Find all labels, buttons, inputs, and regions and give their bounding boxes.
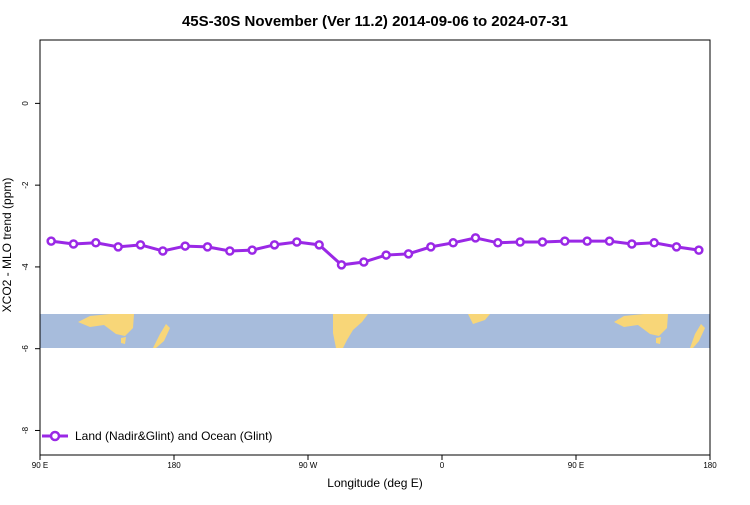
series-line: [50, 236, 700, 267]
data-point: [135, 240, 146, 250]
data-point: [225, 246, 235, 256]
y-tick-label: 0: [21, 101, 30, 106]
data-point: [426, 242, 436, 252]
data-point: [158, 246, 168, 256]
data-point: [627, 239, 637, 249]
data-point: [671, 242, 682, 252]
map-strip: [40, 314, 710, 348]
data-point: [448, 238, 458, 248]
x-tick-label: 180: [703, 461, 717, 470]
data-point: [560, 236, 570, 246]
data-point: [46, 236, 56, 246]
data-point: [314, 240, 324, 250]
data-point: [470, 233, 481, 243]
data-point: [113, 242, 123, 252]
data-point: [582, 236, 592, 246]
x-tick-label: 0: [440, 461, 445, 470]
data-point: [202, 242, 213, 252]
y-axis-label: XCO2 - MLO trend (ppm): [0, 178, 14, 313]
y-tick-label: -8: [21, 426, 30, 434]
data-point: [515, 237, 525, 247]
y-tick-label: -2: [21, 181, 30, 189]
y-tick-label: -6: [21, 345, 30, 353]
data-point: [91, 238, 101, 248]
x-tick-label: 180: [167, 461, 181, 470]
x-axis-label: Longitude (deg E): [327, 476, 422, 490]
data-point: [694, 245, 704, 255]
data-point: [247, 245, 257, 255]
data-point: [403, 249, 414, 259]
x-tick-label: 90 E: [32, 461, 48, 470]
plot-frame: [39, 39, 711, 456]
data-point: [493, 238, 503, 248]
data-point: [359, 257, 369, 267]
chart-title: 45S-30S November (Ver 11.2) 2014-09-06 t…: [182, 13, 568, 30]
data-point: [537, 237, 548, 247]
data-point: [604, 236, 615, 246]
legend-marker: [49, 430, 61, 442]
data-point: [649, 238, 659, 248]
legend-label: Land (Nadir&Glint) and Ocean (Glint): [75, 429, 272, 443]
y-tick-label: -4: [21, 263, 30, 271]
x-tick-label: 90 E: [568, 461, 584, 470]
data-point: [381, 250, 391, 260]
data-point: [292, 237, 302, 247]
data-point: [180, 241, 190, 251]
legend: Land (Nadir&Glint) and Ocean (Glint): [42, 429, 272, 443]
data-point: [269, 240, 280, 250]
x-tick-label: 90 W: [299, 461, 318, 470]
data-point: [336, 260, 347, 270]
data-point: [68, 239, 79, 249]
